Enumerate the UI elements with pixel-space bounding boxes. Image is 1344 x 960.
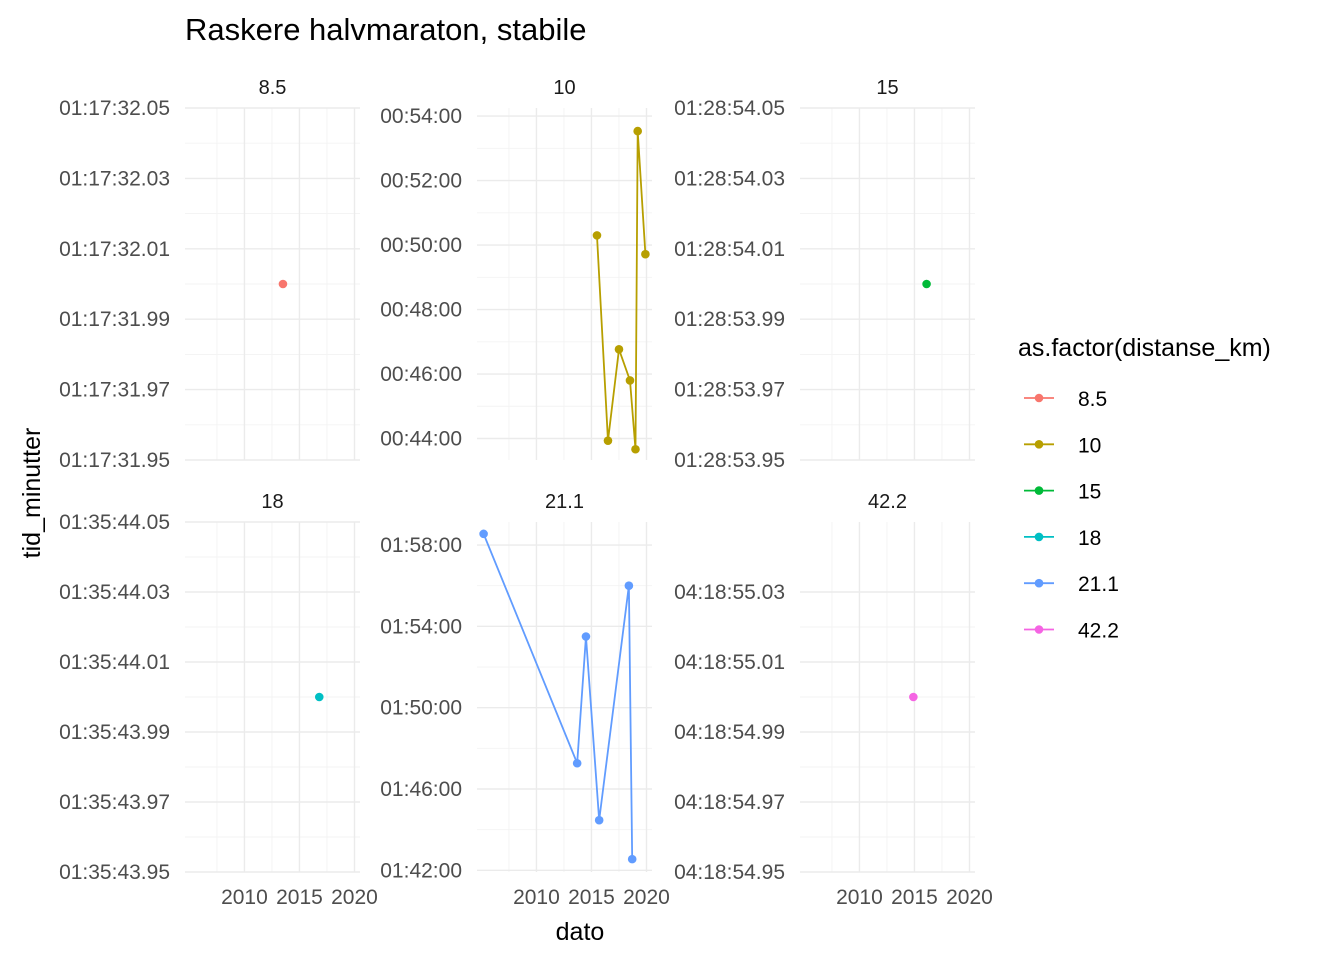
legend-label: 21.1 — [1078, 573, 1119, 596]
y-tick-label: 01:28:54.05 — [674, 97, 785, 120]
y-tick-label: 00:50:00 — [380, 234, 462, 257]
data-point — [922, 279, 931, 289]
y-tick-label: 01:17:31.97 — [59, 379, 170, 402]
x-tick-label: 2015 — [568, 886, 615, 909]
facet-panel-21.1: 21.1 01:58:00 01:54:00 01:50:00 01:46:00 01:4… — [380, 491, 670, 909]
y-tick-label: 04:18:54.97 — [674, 791, 785, 814]
legend-item-8.5: 8.5 — [1024, 388, 1107, 411]
y-tick-label: 01:28:54.01 — [674, 238, 785, 261]
facet-panel-15: 15 01:28:54.05 01:28:54.03 01:28:54.01 01:28… — [674, 77, 975, 472]
data-point — [278, 279, 288, 289]
data-point — [572, 758, 582, 768]
facet-strip-label: 21.1 — [545, 491, 584, 513]
legend-label: 42.2 — [1078, 620, 1119, 643]
y-tick-label: 01:35:43.97 — [59, 791, 170, 814]
series-line — [482, 533, 634, 860]
y-tick-label: 01:35:44.01 — [59, 651, 170, 674]
facet-panel-10: 10 00:54:00 00:52:00 00:50:00 00:48:00 00:46:… — [380, 77, 652, 460]
y-tick-label: 00:44:00 — [380, 428, 462, 451]
y-tick-label: 00:48:00 — [380, 299, 462, 322]
x-tick-label: 2020 — [331, 886, 378, 909]
y-tick-label: 01:28:54.03 — [674, 167, 785, 190]
y-tick-label: 01:28:53.97 — [674, 379, 785, 402]
legend-key-point — [1034, 625, 1044, 634]
y-tick-label: 01:17:32.03 — [59, 167, 170, 190]
data-point — [479, 529, 488, 539]
y-tick-label: 01:28:53.99 — [674, 308, 785, 331]
facet-strip-label: 10 — [553, 77, 575, 99]
legend-key-point — [1034, 486, 1044, 495]
legend-item-18: 18 — [1024, 527, 1101, 550]
y-tick-label: 01:58:00 — [380, 534, 462, 557]
y-tick-label: 01:54:00 — [380, 615, 462, 638]
x-tick-label: 2010 — [836, 886, 883, 909]
y-tick-label: 04:18:54.99 — [674, 721, 785, 744]
y-tick-label: 04:18:55.03 — [674, 581, 785, 604]
y-tick-label: 01:35:44.03 — [59, 581, 170, 604]
legend-label: 15 — [1078, 481, 1101, 504]
x-tick-label: 2020 — [623, 886, 670, 909]
legend-item-10: 10 — [1024, 434, 1101, 457]
data-point — [581, 632, 591, 641]
facet-strip-label: 18 — [261, 491, 283, 513]
data-point — [314, 692, 324, 702]
facet-panel-18: 18 01:35:44.05 01:35:44.03 01:35:44.01 01:35… — [59, 491, 378, 909]
y-tick-label: 00:46:00 — [380, 363, 462, 386]
x-axis-title: dato — [556, 918, 605, 946]
y-tick-label: 01:17:31.99 — [59, 308, 170, 331]
legend-item-15: 15 — [1024, 481, 1101, 504]
facet-panels: 8.5 01:17:32.05 01:17:32.03 01:17:32.01 01:1… — [59, 77, 993, 909]
legend-key-point — [1034, 393, 1044, 403]
y-tick-label: 00:54:00 — [380, 105, 462, 128]
legend-key-point — [1034, 578, 1044, 588]
data-point — [614, 344, 624, 354]
y-tick-label: 01:17:32.01 — [59, 238, 170, 261]
legend-key-point — [1034, 440, 1044, 449]
data-point — [909, 692, 918, 702]
data-point — [594, 815, 604, 825]
x-tick-label: 2010 — [513, 886, 560, 909]
legend-key-point — [1034, 532, 1044, 542]
data-point — [625, 376, 635, 385]
chart-title: Raskere halvmaraton, stabile — [185, 12, 586, 47]
y-tick-label: 04:18:54.95 — [674, 861, 785, 884]
y-tick-label: 04:18:55.01 — [674, 651, 785, 674]
legend-label: 8.5 — [1078, 388, 1107, 411]
y-tick-label: 01:35:43.99 — [59, 721, 170, 744]
x-tick-label: 2010 — [221, 886, 268, 909]
data-point — [641, 249, 650, 259]
x-tick-label: 2020 — [946, 886, 993, 909]
data-point — [633, 126, 642, 136]
x-tick-label: 2015 — [891, 886, 938, 909]
legend-title: as.factor(distanse_km) — [1018, 334, 1271, 362]
y-tick-label: 00:52:00 — [380, 170, 462, 193]
y-tick-label: 01:17:32.05 — [59, 97, 170, 120]
y-tick-label: 01:35:44.05 — [59, 511, 170, 534]
data-point — [592, 231, 602, 240]
legend: 8.5 10 15 18 21.1 42.2 — [1024, 388, 1119, 643]
data-point — [631, 444, 640, 454]
y-axis-title: tid_minutter — [18, 428, 46, 559]
y-tick-label: 01:17:31.95 — [59, 449, 170, 472]
data-point — [624, 581, 634, 590]
y-tick-label: 01:46:00 — [380, 778, 462, 801]
y-tick-label: 01:28:53.95 — [674, 449, 785, 472]
legend-label: 10 — [1078, 434, 1101, 457]
legend-item-21.1: 21.1 — [1024, 573, 1119, 596]
facet-panel-8.5: 8.5 01:17:32.05 01:17:32.03 01:17:32.01 01:1… — [59, 77, 360, 472]
x-tick-label: 2015 — [276, 886, 323, 909]
facet-strip-label: 8.5 — [259, 77, 287, 99]
y-tick-label: 01:42:00 — [380, 859, 462, 882]
facet-strip-label: 15 — [876, 77, 898, 99]
data-point — [627, 854, 637, 864]
facet-strip-label: 42.2 — [868, 491, 907, 513]
series-line — [596, 131, 647, 450]
y-tick-label: 01:35:43.95 — [59, 861, 170, 884]
legend-label: 18 — [1078, 527, 1101, 550]
legend-item-42.2: 42.2 — [1024, 620, 1119, 643]
y-tick-label: 01:50:00 — [380, 697, 462, 720]
data-point — [603, 436, 613, 445]
facet-panel-42.2: 42.2 04:18:55.03 04:18:55.01 04:18:54.99 04:… — [674, 491, 993, 909]
